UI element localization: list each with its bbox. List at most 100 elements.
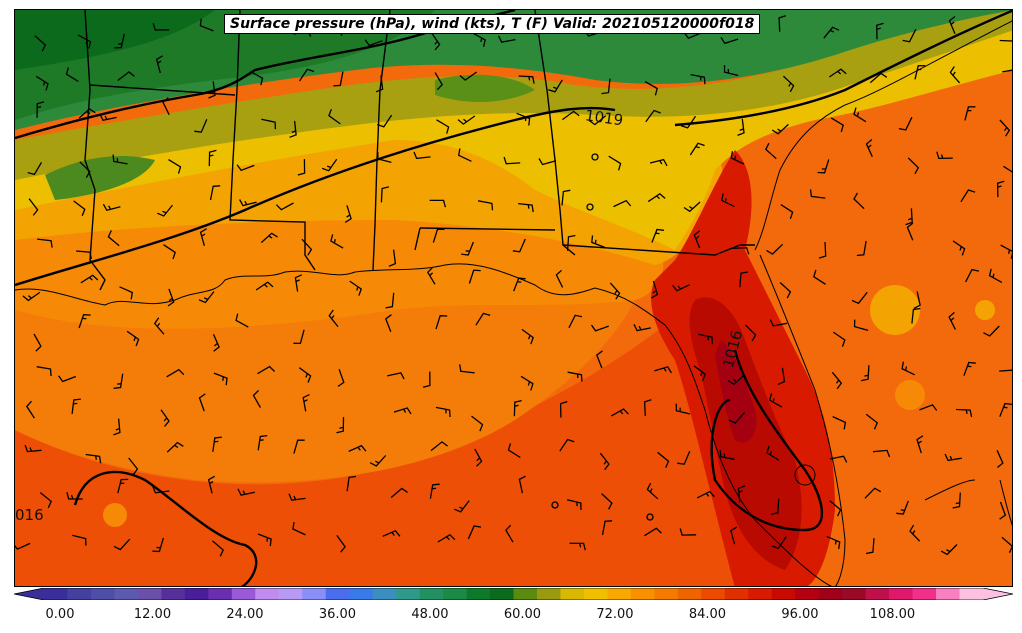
darkest-green: [15, 10, 215, 70]
colorbar-segment: [325, 588, 350, 600]
wind-barb: [683, 32, 702, 39]
wind-barb: [467, 525, 482, 540]
wind-barb: [298, 367, 312, 383]
colorbar-segment: [818, 588, 843, 600]
wind-barb: [548, 79, 563, 93]
colorbar-tick-label: 84.00: [688, 607, 727, 622]
wind-barb: [832, 416, 847, 430]
wind-barb: [909, 524, 921, 542]
wind-barb: [71, 534, 87, 546]
wind-barb: [375, 75, 384, 93]
wind-barb: [261, 118, 277, 130]
wind-barb: [28, 198, 39, 216]
wind-barb: [518, 202, 534, 213]
wind-barb: [126, 330, 140, 347]
wind-barb: [336, 535, 346, 553]
wind-barb: [568, 314, 583, 329]
wind-barb: [435, 406, 451, 418]
wind-barb: [128, 457, 139, 475]
wind-barb: [644, 527, 662, 537]
wind-barb: [37, 238, 53, 248]
map-title: Surface pressure (hPa), wind (kts), T (F…: [224, 14, 761, 34]
wind-barb: [102, 203, 121, 212]
colorbar-segment: [396, 588, 421, 600]
wind-barb: [385, 292, 395, 309]
wind-barb: [766, 243, 784, 255]
wind-barb: [155, 55, 163, 74]
colorbar-segment: [490, 588, 514, 600]
wind-barb: [235, 313, 249, 328]
wind-barb: [288, 493, 306, 501]
wind-barb: [644, 81, 658, 96]
wind-barb: [657, 451, 670, 468]
wind-barb: [297, 159, 306, 176]
colorbar-tick-label: 0.00: [45, 607, 75, 622]
colorbar-segment: [372, 588, 397, 600]
wind-barb: [430, 441, 448, 452]
wind-barb: [429, 483, 440, 499]
wind-barb: [432, 228, 445, 243]
wind-barb: [999, 39, 1012, 42]
wind-barb: [608, 155, 622, 171]
wind-barb: [831, 371, 843, 390]
wind-barb: [474, 448, 483, 467]
colorbar-segment: [607, 588, 632, 600]
wind-barb: [66, 492, 83, 500]
wind-barb: [723, 65, 739, 77]
wind-barb: [567, 371, 583, 382]
wind-barb: [113, 538, 131, 551]
wind-barb: [596, 350, 603, 369]
wind-barb: [907, 157, 920, 175]
wind-barb: [113, 373, 124, 389]
wind-barb: [999, 402, 1012, 417]
wind-barb: [199, 228, 207, 246]
wind-barb: [813, 269, 826, 285]
wind-barb: [830, 117, 844, 133]
wind-barb: [328, 108, 341, 125]
wind-barb: [518, 75, 535, 84]
wind-barb: [739, 271, 748, 288]
wind-barb: [289, 120, 297, 138]
wind-barb: [168, 159, 182, 174]
wind-barb: [22, 291, 41, 302]
wind-barb: [212, 333, 220, 352]
colorbar-segment: [231, 588, 256, 600]
wind-barb: [113, 418, 121, 436]
wind-barb: [555, 269, 564, 288]
wind-barb: [764, 142, 777, 160]
calm-wind-marker: [591, 153, 599, 161]
wind-barb: [461, 241, 475, 256]
wind-barb: [677, 451, 691, 465]
wind-barb: [77, 34, 92, 49]
colorbar-segment: [654, 588, 679, 600]
colorbar-segment: [67, 588, 92, 600]
wind-barb: [435, 315, 448, 330]
wind-barb: [167, 288, 175, 307]
wind-barb: [24, 444, 42, 453]
wind-barb: [157, 204, 174, 217]
calm-wind-marker: [586, 203, 594, 211]
wind-barb: [853, 192, 865, 210]
wind-barb: [996, 450, 1004, 469]
isobar-label-016: 016: [15, 506, 44, 524]
wind-barb: [293, 439, 305, 454]
wind-barb: [457, 148, 472, 162]
colorbar-segment: [701, 588, 726, 600]
wind-barb: [212, 540, 225, 557]
wind-barb: [914, 64, 926, 80]
wind-barb: [829, 500, 842, 517]
wind-barb: [569, 542, 586, 551]
wind-barb: [768, 393, 783, 408]
colorbar-segment: [302, 588, 327, 600]
wind-barb: [376, 114, 393, 128]
wind-barb: [779, 282, 792, 299]
wind-barb: [770, 498, 780, 515]
wind-barb: [901, 361, 915, 376]
wind-barb: [601, 78, 611, 95]
wind-barb: [828, 68, 847, 78]
wind-barb: [693, 365, 706, 381]
wind-barb: [949, 66, 961, 84]
temperature-colorbar: [14, 588, 1013, 600]
wind-barb: [591, 235, 606, 249]
wind-barb: [913, 291, 921, 309]
